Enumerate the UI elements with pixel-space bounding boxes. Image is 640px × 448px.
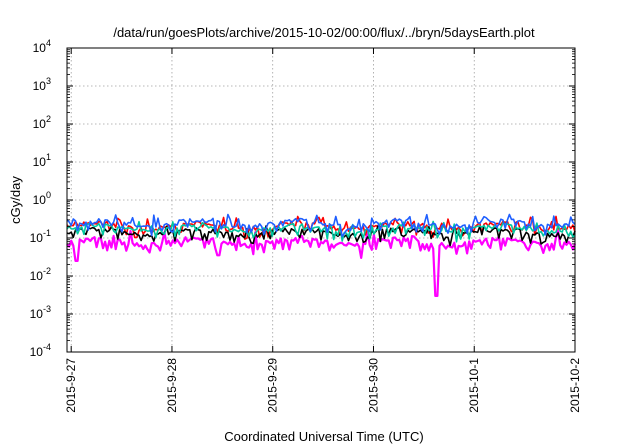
ticks	[67, 47, 576, 353]
y-tick-label: 10-1	[30, 228, 51, 245]
series-layer	[66, 213, 577, 297]
x-tick-label: 2015-9-29	[266, 358, 280, 413]
y-tick-label: 100	[33, 190, 51, 207]
x-axis-title: Coordinated Universal Time (UTC)	[224, 429, 423, 444]
x-tick-label: 2015-10-2	[568, 358, 582, 413]
y-tick-label: 10-4	[30, 342, 51, 359]
y-tick-labels: 10-4 10-3 10-2 10-1 100 101 102 103 104	[30, 38, 51, 359]
grid	[67, 48, 575, 352]
x-tick-label: 2015-9-28	[165, 358, 179, 413]
y-tick-label: 10-3	[30, 304, 51, 321]
y-tick-label: 104	[33, 38, 51, 55]
chart-title: /data/run/goesPlots/archive/2015-10-02/0…	[113, 25, 535, 40]
x-tick-labels: 2015-9-27 2015-9-28 2015-9-29 2015-9-30 2015…	[64, 358, 582, 413]
x-tick-label: 2015-10-1	[467, 358, 481, 413]
series-line-4	[66, 213, 576, 238]
y-tick-label: 101	[33, 152, 51, 169]
x-tick-label: 2015-9-27	[64, 358, 78, 413]
y-axis-title: cGy/day	[8, 176, 23, 224]
x-tick-label: 2015-9-30	[366, 358, 380, 413]
series-line-3	[66, 220, 576, 243]
y-tick-label: 10-2	[30, 266, 51, 283]
series-line-0	[66, 229, 577, 297]
y-tick-label: 102	[33, 114, 51, 131]
y-tick-label: 103	[33, 76, 51, 93]
